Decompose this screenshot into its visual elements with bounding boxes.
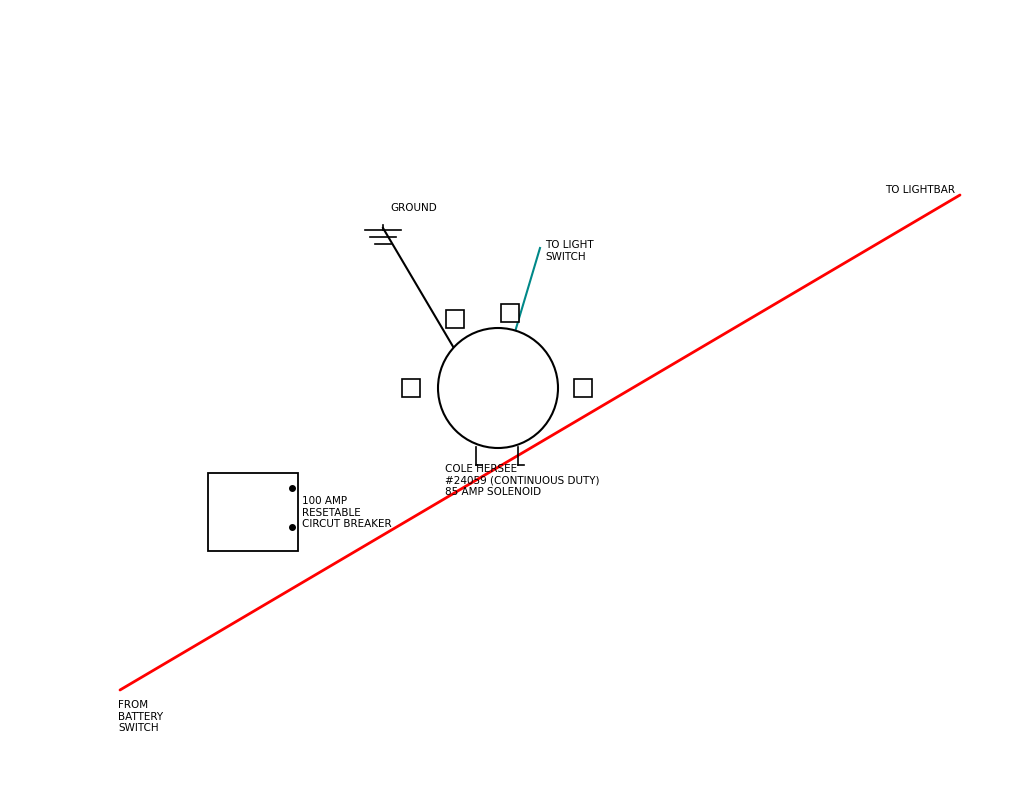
Text: TO LIGHTBAR: TO LIGHTBAR (885, 185, 955, 195)
Text: GROUND: GROUND (390, 203, 436, 213)
Text: TO LIGHT
SWITCH: TO LIGHT SWITCH (545, 240, 594, 261)
Text: 100 AMP
RESETABLE
CIRCUT BREAKER: 100 AMP RESETABLE CIRCUT BREAKER (301, 496, 391, 529)
Text: FROM
BATTERY
SWITCH: FROM BATTERY SWITCH (118, 700, 164, 733)
Bar (501, 304, 519, 322)
Text: COLE HERSEE
#24059 (CONTINUOUS DUTY)
85 AMP SOLENOID: COLE HERSEE #24059 (CONTINUOUS DUTY) 85 … (445, 464, 600, 497)
Bar (402, 379, 420, 397)
Bar (446, 310, 464, 328)
Circle shape (438, 328, 558, 448)
Bar (574, 379, 592, 397)
Bar (208, 473, 298, 551)
